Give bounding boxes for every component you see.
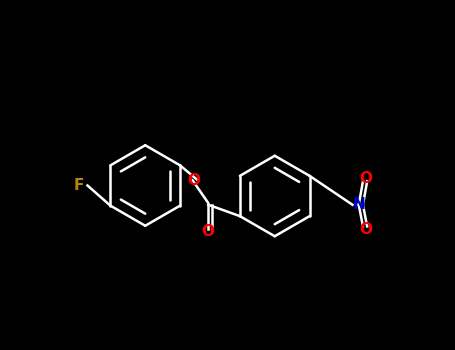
Text: O: O (359, 171, 372, 186)
Text: F: F (74, 178, 84, 193)
Text: N: N (352, 197, 365, 212)
Text: O: O (359, 222, 372, 237)
Text: O: O (188, 173, 201, 188)
Text: O: O (202, 224, 215, 238)
